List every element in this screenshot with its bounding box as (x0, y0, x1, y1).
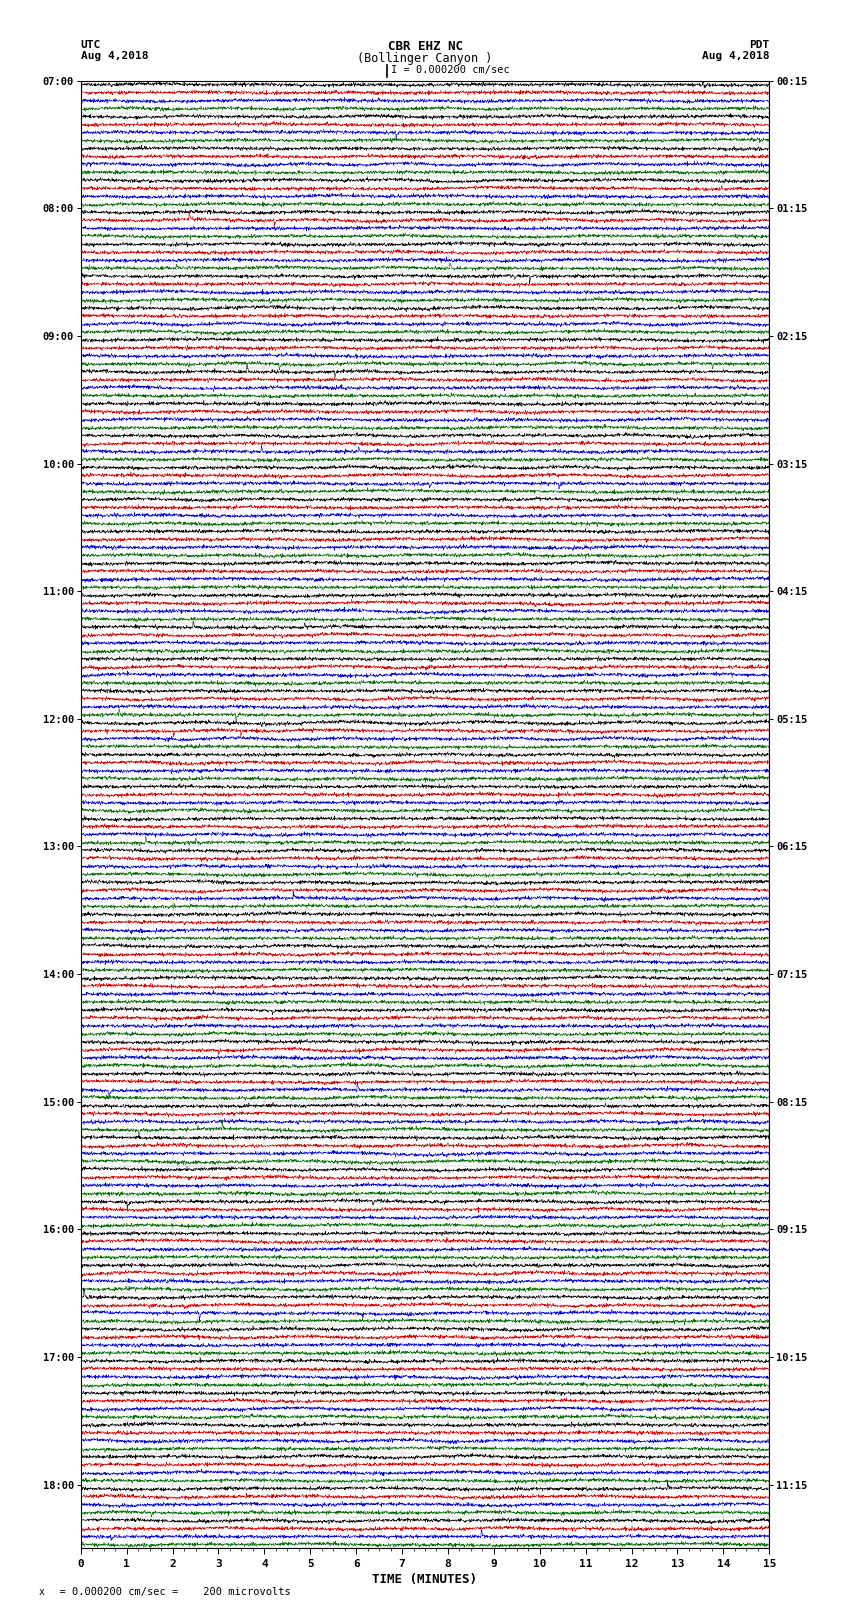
Text: Aug 4,2018: Aug 4,2018 (702, 50, 769, 61)
Text: = 0.000200 cm/sec =    200 microvolts: = 0.000200 cm/sec = 200 microvolts (47, 1587, 291, 1597)
Text: x: x (38, 1587, 44, 1597)
Text: Aug 4,2018: Aug 4,2018 (81, 50, 148, 61)
Text: CBR EHZ NC: CBR EHZ NC (388, 39, 462, 53)
Text: I = 0.000200 cm/sec: I = 0.000200 cm/sec (391, 65, 510, 76)
Text: (Bollinger Canyon ): (Bollinger Canyon ) (357, 52, 493, 66)
Text: PDT: PDT (749, 39, 769, 50)
X-axis label: TIME (MINUTES): TIME (MINUTES) (372, 1573, 478, 1586)
Text: UTC: UTC (81, 39, 101, 50)
